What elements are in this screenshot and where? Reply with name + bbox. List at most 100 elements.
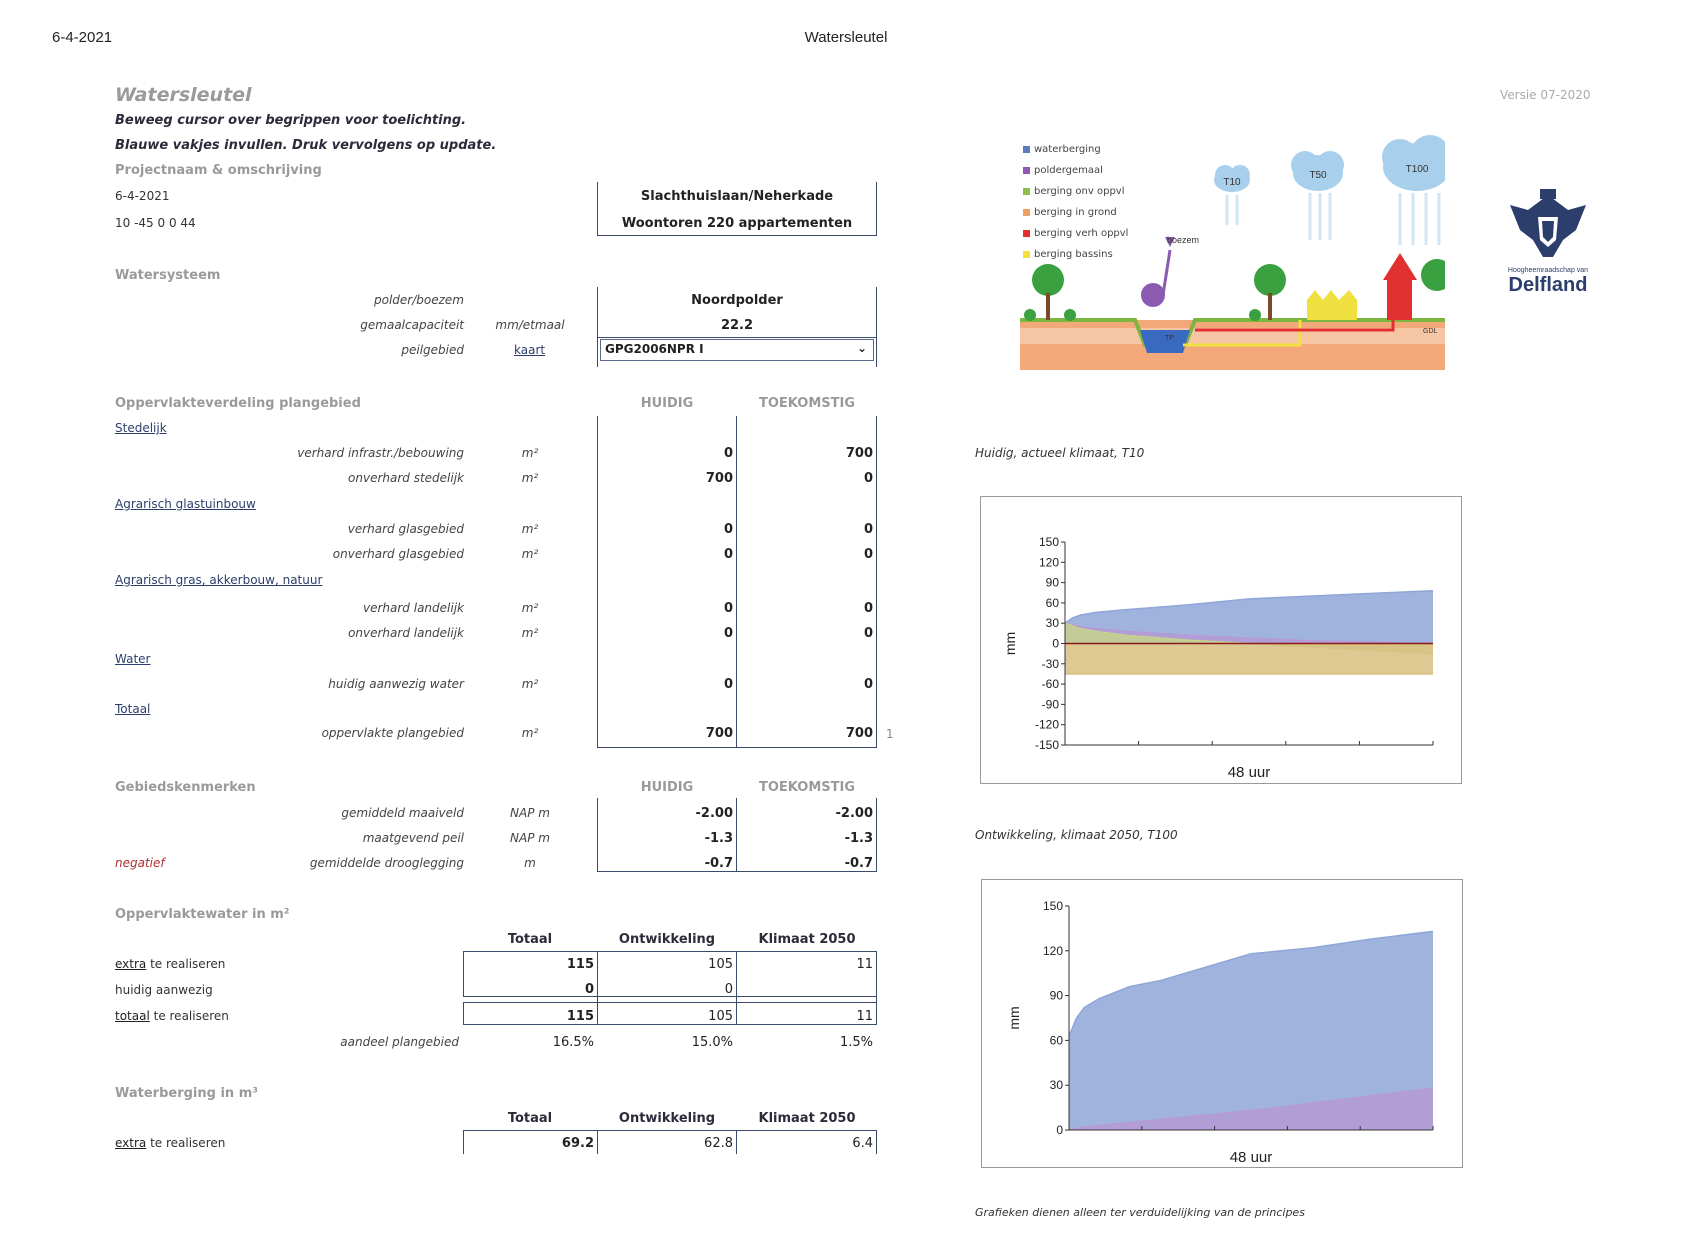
group-totaal[interactable]: Totaal (115, 702, 151, 716)
oppwater-section-title: Oppervlaktewater in m² (115, 907, 290, 922)
project-date: 6-4-2021 (115, 189, 170, 203)
row-toekomstig-value[interactable]: 0 (863, 547, 873, 562)
row-unit: m² (521, 677, 539, 691)
berging-ontwikkeling: 62.8 (704, 1136, 733, 1151)
y-tick-label: -60 (1042, 677, 1060, 691)
chart1-frame: 150 120 90 60 30 0 -30 -60 -90 -120 -150 48 uur mm (980, 496, 1462, 784)
row-huidig-value[interactable]: 0 (723, 547, 733, 562)
y-tick-label: -150 (1035, 738, 1059, 752)
chart1-caption: Huidig, actueel klimaat, T10 (975, 446, 1145, 460)
chevron-down-icon: ⌄ (856, 341, 867, 355)
gemaalcapaciteit-value[interactable]: 22.2 (720, 318, 754, 333)
group-stedelijk[interactable]: Stedelijk (115, 421, 167, 435)
y-tick-label: 0 (1056, 1123, 1063, 1137)
totaal-link[interactable]: totaal (115, 1009, 150, 1023)
check-indicator: 1 (886, 727, 894, 741)
y-tick-label: 120 (1039, 555, 1059, 569)
row-unit: m² (521, 522, 539, 536)
row-toekomstig-value[interactable]: 700 (845, 446, 873, 461)
y-tick-label: 90 (1050, 989, 1064, 1003)
row-unit: m² (521, 547, 539, 561)
maaiveld-huidig[interactable]: -2.00 (695, 806, 733, 821)
y-axis-label: mm (1002, 632, 1018, 655)
row-label: verhard landelijk (363, 601, 464, 615)
peil-unit: NAP m (510, 831, 550, 845)
col-klimaat: Klimaat 2050 (758, 1111, 856, 1126)
aandeel-totaal: 16.5% (552, 1035, 594, 1050)
extra-totaal: 115 (566, 957, 594, 972)
peilgebied-select[interactable]: GPG2006NPR I ⌄ (600, 339, 874, 361)
huidig-totaal: 0 (584, 982, 594, 997)
maaiveld-label: gemiddeld maaiveld (341, 806, 464, 820)
negatief-flag: negatief (115, 856, 165, 870)
legend-swatch (1023, 250, 1030, 258)
polder-value[interactable]: Noordpolder (691, 293, 783, 308)
landscape-drawing: T10 T50 T100 boezem TP GDL (1020, 135, 1445, 370)
group-water[interactable]: Water (115, 652, 151, 666)
cloud-label: T50 (1309, 170, 1327, 181)
row-toekomstig-value[interactable]: 0 (863, 601, 873, 616)
row-huidig-value[interactable]: 0 (723, 677, 733, 692)
row-huidig-value[interactable]: 0 (723, 626, 733, 641)
logo-subtitle: Hoogheemraadschap van (1507, 267, 1589, 274)
maaiveld-toekomstig[interactable]: -2.00 (835, 806, 873, 821)
project-description-field[interactable]: Woontoren 220 appartementen (621, 216, 853, 231)
col-totaal: Totaal (507, 1111, 553, 1126)
y-tick-label: 30 (1046, 616, 1060, 630)
row-unit: m² (521, 446, 539, 460)
legend-item: berging in grond (1023, 202, 1128, 223)
chart1-svg: 150 120 90 60 30 0 -30 -60 -90 -120 -150 48 uur mm (1002, 535, 1434, 781)
col-ontwikkeling: Ontwikkeling (618, 932, 716, 947)
drooglegging-toekomstig: -0.7 (844, 856, 873, 871)
eagle-crest-icon (1510, 189, 1586, 257)
row-huidig-value[interactable]: 700 (705, 471, 733, 486)
x-axis-label: 48 uur (1228, 764, 1271, 781)
y-tick-label: 60 (1050, 1033, 1064, 1047)
x-axis-label: 48 uur (1230, 1149, 1273, 1166)
row-label: verhard glasgebied (347, 522, 464, 536)
legend-swatch (1023, 145, 1030, 153)
illustration-legend: waterberging poldergemaal berging onv op… (1023, 139, 1128, 265)
row-toekomstig-value[interactable]: 0 (863, 626, 873, 641)
drooglegging-label: gemiddelde drooglegging (309, 856, 464, 870)
legend-swatch (1023, 229, 1030, 237)
group-agrarisch[interactable]: Agrarisch gras, akkerbouw, natuur (115, 573, 323, 587)
water-system-illustration: waterberging poldergemaal berging onv op… (1015, 135, 1445, 370)
col-totaal: Totaal (507, 932, 553, 947)
legend-swatch (1023, 166, 1030, 174)
row-huidig-value[interactable]: 0 (723, 522, 733, 537)
tp-label: TP (1165, 335, 1174, 342)
row-toekomstig-value: 700 (845, 726, 873, 741)
chart2-svg: 150 120 90 60 30 0 48 uur mm (1006, 899, 1434, 1166)
extra-link[interactable]: extra (115, 1136, 147, 1150)
row-unit: m² (521, 601, 539, 615)
aandeel-label: aandeel plangebied (340, 1035, 459, 1049)
row-huidig-value[interactable]: 0 (723, 601, 733, 616)
y-tick-label: 150 (1039, 535, 1059, 549)
kaart-link[interactable]: kaart (514, 343, 546, 357)
group-glastuinbouw[interactable]: Agrarisch glastuinbouw (115, 497, 256, 511)
project-name-field[interactable]: Slachthuislaan/Neherkade (640, 189, 834, 204)
row-label: onverhard stedelijk (348, 471, 464, 485)
print-date: 6-4-2021 (52, 29, 113, 46)
row-toekomstig-value[interactable]: 0 (863, 677, 873, 692)
huidig-row-label: huidig aanwezig (115, 983, 213, 997)
y-tick-label: 30 (1050, 1078, 1064, 1092)
cloud-label: T100 (1406, 164, 1429, 175)
legend-item: berging onv oppvl (1023, 181, 1128, 202)
row-huidig-value[interactable]: 0 (723, 446, 733, 461)
row-toekomstig-value[interactable]: 0 (863, 522, 873, 537)
row-toekomstig-value[interactable]: 0 (863, 471, 873, 486)
berging-klimaat: 6.4 (852, 1136, 873, 1151)
row-unit: m² (521, 726, 539, 740)
oppervlakte-section-title: Oppervlakteverdeling plangebied (115, 396, 361, 411)
extra-link[interactable]: extra (115, 957, 147, 971)
legend-item: berging verh oppvl (1023, 223, 1128, 244)
series-area (1065, 590, 1433, 644)
col-klimaat: Klimaat 2050 (758, 932, 856, 947)
series-line (1064, 589, 1434, 624)
row-unit: m² (521, 626, 539, 640)
aandeel-klimaat: 1.5% (839, 1035, 873, 1050)
col-toekomstig: TOEKOMSTIG (758, 396, 855, 411)
chart2-caption: Ontwikkeling, klimaat 2050, T100 (975, 828, 1178, 842)
